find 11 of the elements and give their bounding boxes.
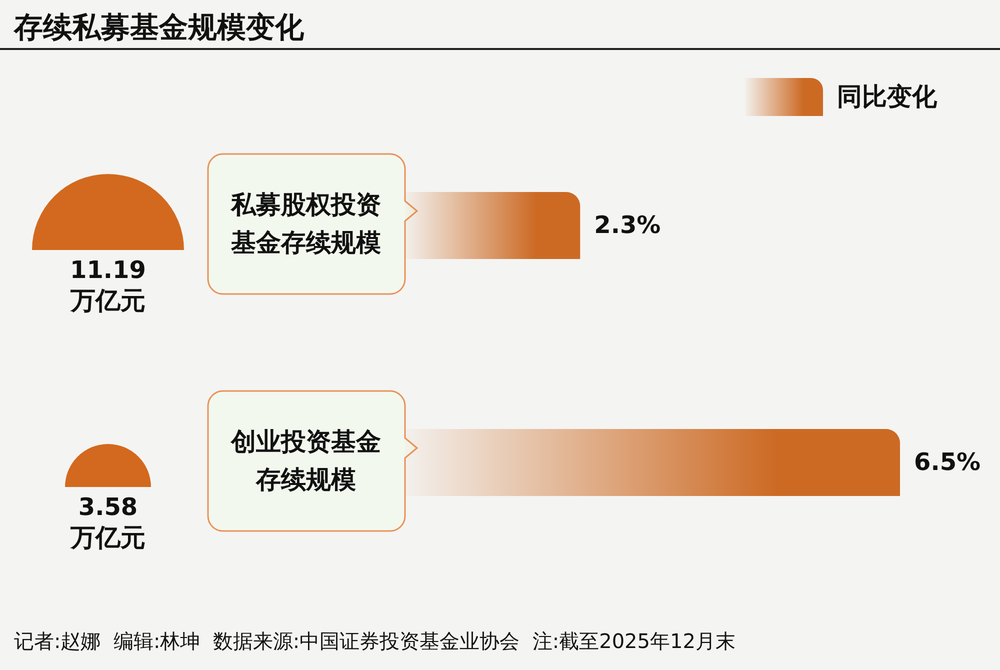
data-label: 3.58 [77, 493, 139, 521]
text: 记者:赵娜 编辑:林坤 数据来源:中国证券投资基金业协会 注:截至2025年12月末 [14, 628, 736, 655]
text: 存续私募基金规模变化 [14, 9, 304, 46]
y-tick-label: 创业投资基金存续规模 [230, 426, 382, 496]
data-label: 2.3% [594, 210, 661, 238]
data-label: 11.19 [69, 256, 147, 284]
legend-label: 同比变化 [837, 81, 937, 113]
text: 万亿元 [69, 522, 146, 554]
y-tick-label: 私募股权投资基金存续规模 [230, 189, 382, 259]
data-label: 6.5% [914, 448, 981, 476]
text: 万亿元 [69, 285, 146, 317]
